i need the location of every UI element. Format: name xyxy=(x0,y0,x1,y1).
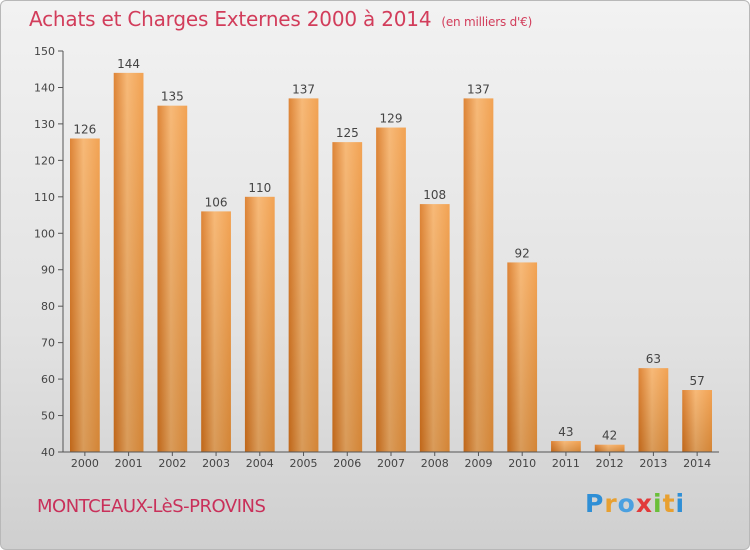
bar-shade-2010 xyxy=(507,262,538,452)
bar-shade-2000 xyxy=(69,138,100,452)
y-tick-label: 100 xyxy=(34,227,55,240)
bar-value-label: 108 xyxy=(423,188,446,202)
x-tick-label: 2004 xyxy=(246,457,274,470)
x-tick-label: 2005 xyxy=(290,457,318,470)
x-tick-label: 2009 xyxy=(464,457,492,470)
bar-shade-2007 xyxy=(376,127,406,453)
y-tick-label: 50 xyxy=(41,410,55,423)
bar-value-label: 137 xyxy=(467,82,490,96)
bar-value-label: 92 xyxy=(515,246,530,260)
bar-shade-2003 xyxy=(201,211,231,452)
y-tick-label: 70 xyxy=(41,337,55,350)
bar-value-label: 135 xyxy=(161,90,184,104)
bar-shade-2012 xyxy=(594,444,625,452)
bar-value-label: 42 xyxy=(602,429,617,443)
bars: 126 144 135 106 110 137 125 129 108 137 92 43 42 63 57 xyxy=(69,57,713,453)
bar-value-label: 125 xyxy=(336,126,359,140)
x-tick-label: 2011 xyxy=(552,457,580,470)
logo-letter: r xyxy=(604,489,618,518)
bar-shade-2002 xyxy=(157,105,188,452)
bar-shade-2013 xyxy=(638,368,669,452)
logo-letter: P xyxy=(585,489,605,518)
proxiti-logo: Proxiti xyxy=(585,489,685,518)
y-tick-label: 90 xyxy=(41,264,55,277)
bar-value-label: 57 xyxy=(689,374,704,388)
x-tick-label: 2001 xyxy=(115,457,143,470)
x-tick-label: 2013 xyxy=(639,457,667,470)
y-tick-label: 40 xyxy=(41,446,55,459)
bar-shade-2009 xyxy=(463,98,494,453)
bar-shade-2014 xyxy=(682,390,713,452)
bar-value-label: 137 xyxy=(292,82,315,96)
y-tick-label: 130 xyxy=(34,118,55,131)
bar-value-label: 63 xyxy=(646,352,661,366)
x-tick-label: 2014 xyxy=(683,457,711,470)
chart-subtitle: (en milliers d'€) xyxy=(441,15,533,29)
logo-letter: x xyxy=(635,489,653,518)
bar-shade-2001 xyxy=(113,72,144,452)
x-tick-label: 2012 xyxy=(596,457,624,470)
bar-value-label: 129 xyxy=(380,112,403,126)
bar-shade-2008 xyxy=(419,204,450,452)
x-tick-label: 2010 xyxy=(508,457,536,470)
y-tick-label: 150 xyxy=(34,45,55,58)
y-tick-label: 110 xyxy=(34,191,55,204)
x-tick-label: 2003 xyxy=(202,457,230,470)
bar-value-label: 144 xyxy=(117,57,140,71)
y-tick-label: 120 xyxy=(34,154,55,167)
bar-value-label: 106 xyxy=(205,195,228,209)
bar-shade-2004 xyxy=(244,196,275,452)
logo-letter: i xyxy=(675,489,686,518)
x-tick-label: 2000 xyxy=(71,457,99,470)
chart-title-text: Achats et Charges Externes 2000 à 2014 xyxy=(29,7,432,31)
x-tick-label: 2006 xyxy=(333,457,361,470)
bar-value-label: 43 xyxy=(558,425,573,439)
x-tick-label: 2008 xyxy=(421,457,449,470)
y-tick-label: 80 xyxy=(41,300,55,313)
bar-shade-2011 xyxy=(551,441,581,452)
logo-letter: o xyxy=(617,489,636,518)
bar-value-label: 110 xyxy=(248,181,271,195)
y-tick-label: 140 xyxy=(34,81,55,94)
y-tick-label: 60 xyxy=(41,373,55,386)
bar-shade-2006 xyxy=(332,142,363,453)
x-axis: 2000 2001 2002 2003 2004 2005 2006 2007 2008 2009… xyxy=(63,451,719,470)
bar-shade-2005 xyxy=(288,98,319,453)
logo-letter: t xyxy=(662,489,676,518)
x-tick-label: 2007 xyxy=(377,457,405,470)
chart-title: Achats et Charges Externes 2000 à 2014 (e… xyxy=(29,7,532,31)
city-name: MONTCEAUX-LèS-PROVINS xyxy=(37,496,266,517)
logo-letter: i xyxy=(653,489,663,518)
y-axis: 40 50 60 70 80 90 100 110 120 130 140 150 xyxy=(34,45,64,459)
bar-value-label: 126 xyxy=(73,122,96,136)
x-tick-label: 2002 xyxy=(158,457,186,470)
